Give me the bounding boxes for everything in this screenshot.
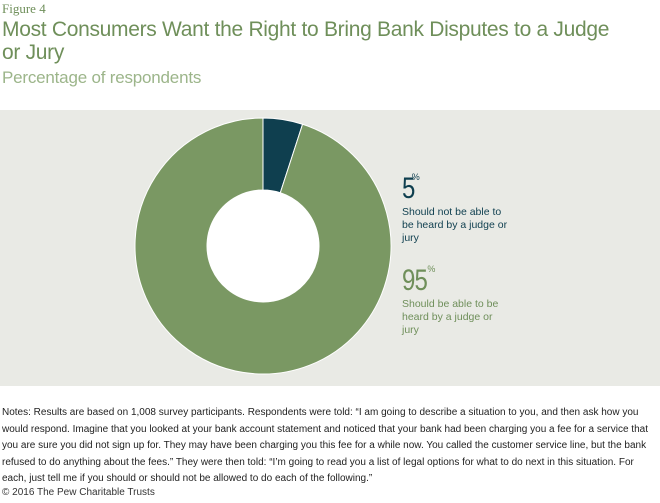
legend-label-not-able: Should not be able to be heard by a judg… (402, 206, 508, 244)
legend-value-not-able: 5 (402, 172, 415, 205)
notes: Notes: Results are based on 1,008 survey… (2, 407, 648, 484)
figure-label: Figure 4 (2, 1, 46, 16)
chart-panel: 5% Should not be able to be heard by a j… (0, 110, 660, 386)
chart-subtitle: Percentage of respondents (2, 68, 202, 87)
legend-percent-sign: % (427, 264, 436, 274)
chart-title: Most Consumers Want the Right to Bring B… (2, 18, 610, 64)
legend-value-able: 95 (402, 264, 428, 297)
legend-item-not-able: 5% Should not be able to be heard by a j… (402, 172, 512, 245)
copyright: © 2016 The Pew Charitable Trusts (2, 487, 155, 498)
donut-hole (207, 190, 319, 302)
donut-chart (134, 117, 392, 375)
legend-label-able: Should be able to be heard by a judge or… (402, 298, 499, 336)
legend-item-able: 95% Should be able to be heard by a judg… (402, 264, 512, 337)
legend-percent-sign: % (411, 172, 420, 182)
